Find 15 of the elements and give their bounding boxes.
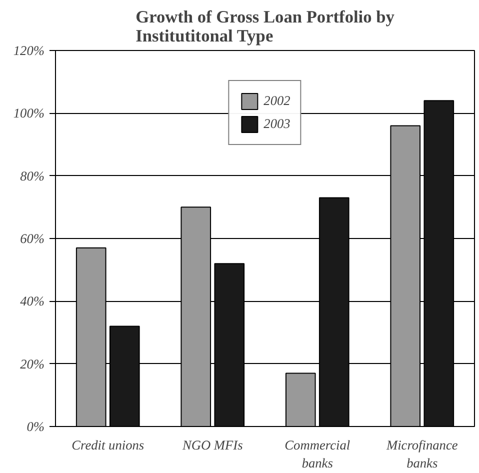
legend-label: 2003 bbox=[264, 116, 290, 132]
y-tick-label: 40% bbox=[20, 294, 45, 309]
y-tick-label: 100% bbox=[13, 106, 45, 121]
bar bbox=[285, 372, 316, 426]
chart-title: Growth of Gross Loan Portfolio by Institutitonal Type bbox=[136, 8, 395, 46]
x-tick-label: NGO MFIs bbox=[181, 438, 243, 452]
y-tick-label: 0% bbox=[26, 419, 45, 434]
x-tick-label: Commercial banks bbox=[284, 438, 350, 470]
y-tick-label: 80% bbox=[20, 168, 45, 184]
y-tick-label: 60% bbox=[20, 231, 45, 246]
y-tick-label: 20% bbox=[20, 356, 45, 372]
y-tick-label: 120% bbox=[13, 43, 45, 58]
x-tick-label: Microfinance banks bbox=[385, 438, 458, 470]
legend-label: 2002 bbox=[264, 93, 290, 109]
x-tick-label: Credit unions bbox=[72, 438, 144, 452]
